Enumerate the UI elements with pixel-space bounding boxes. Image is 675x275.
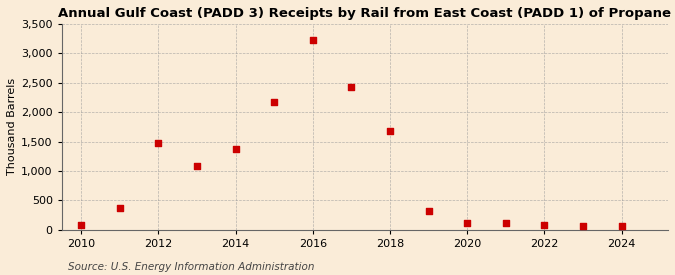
Point [307, 38, 318, 42]
Point [539, 222, 550, 227]
Point [462, 221, 472, 225]
Point [385, 129, 396, 133]
Point [153, 141, 164, 145]
Point [578, 224, 589, 228]
Point [423, 209, 434, 213]
Point [76, 223, 86, 228]
Point [269, 100, 279, 104]
Point [192, 163, 202, 168]
Point [500, 221, 511, 225]
Point [616, 224, 627, 229]
Point [346, 85, 357, 90]
Y-axis label: Thousand Barrels: Thousand Barrels [7, 78, 17, 175]
Text: Source: U.S. Energy Information Administration: Source: U.S. Energy Information Administ… [68, 262, 314, 272]
Point [114, 206, 125, 210]
Title: Annual Gulf Coast (PADD 3) Receipts by Rail from East Coast (PADD 1) of Propane: Annual Gulf Coast (PADD 3) Receipts by R… [59, 7, 672, 20]
Point [230, 146, 241, 151]
